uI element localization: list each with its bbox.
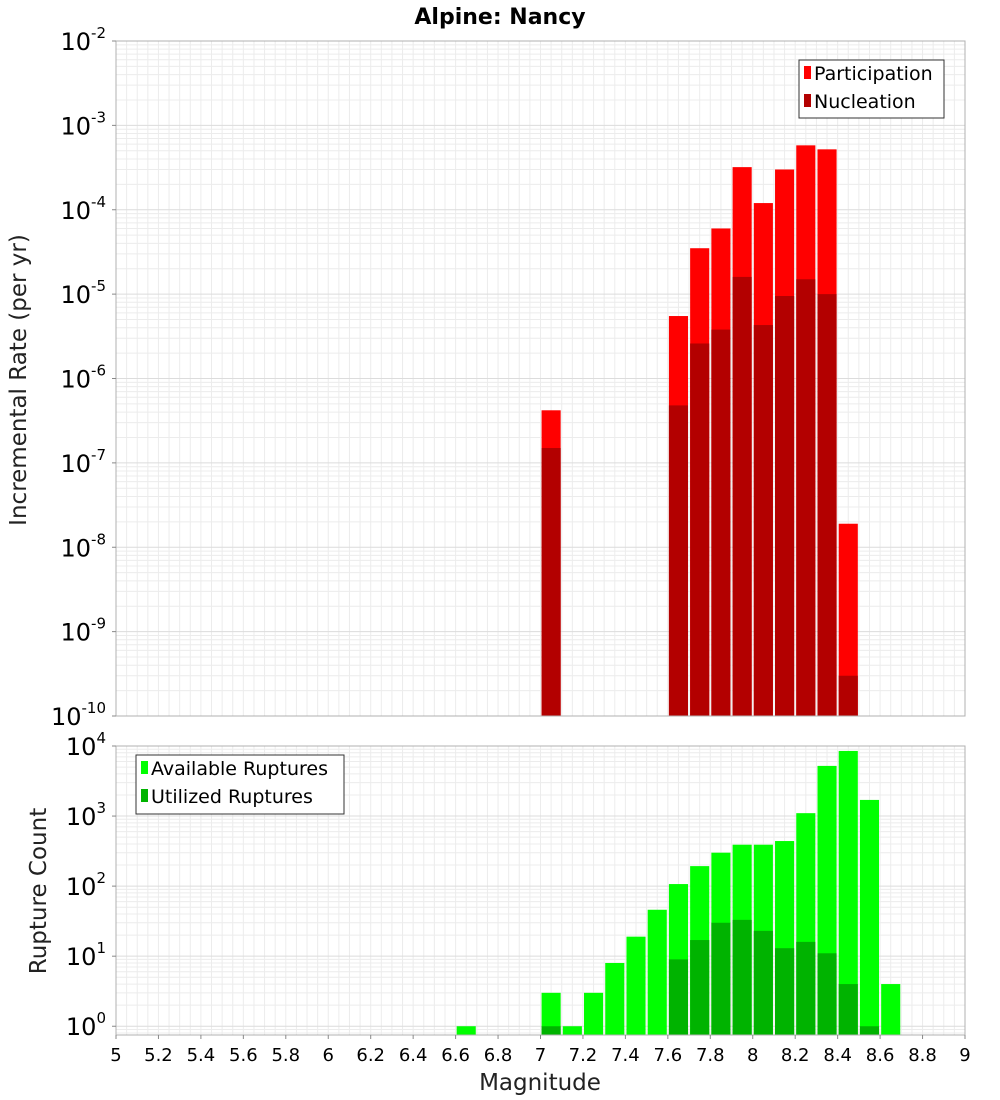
bar-utilized	[668, 959, 689, 1035]
legend-box	[798, 59, 945, 119]
bar-available	[541, 992, 561, 1035]
top-y-axis-label: Incremental Rate (per yr)	[6, 234, 32, 526]
x-tick-label: 7.2	[569, 1045, 598, 1066]
x-tick-label: 8.8	[908, 1045, 937, 1066]
x-tick-label: 8	[747, 1045, 758, 1066]
bar-utilized	[859, 1026, 880, 1035]
y-tick-label: 10-3	[60, 108, 106, 140]
x-tick-label: 6	[323, 1045, 334, 1066]
bar-available	[584, 992, 604, 1035]
bar-nucleation	[541, 448, 561, 716]
y-tick-label: 102	[66, 869, 106, 901]
legend: Participation Nucleation	[798, 59, 945, 119]
x-tick-label: 5.4	[187, 1045, 216, 1066]
legend-label: Available Ruptures	[151, 758, 328, 780]
bar-utilized	[541, 1026, 561, 1035]
bar-utilized	[775, 948, 795, 1035]
y-tick-label: 10-10	[51, 699, 106, 731]
y-tick-label: 10-2	[60, 24, 106, 56]
x-axis-label: Magnitude	[479, 1070, 601, 1096]
y-tick-label: 10-8	[60, 530, 106, 562]
legend-swatch	[804, 94, 811, 107]
y-tick-label: 103	[66, 799, 106, 831]
bar-nucleation	[775, 296, 795, 716]
legend: Available Ruptures Utilized Ruptures	[135, 754, 345, 815]
bar-utilized	[732, 919, 752, 1035]
chart-title: Alpine: Nancy	[414, 5, 585, 30]
x-tick-label: 6.8	[484, 1045, 513, 1066]
y-tick-label: 104	[66, 729, 106, 761]
x-tick-label: 6.4	[399, 1045, 428, 1066]
bar-participation	[838, 523, 858, 716]
x-tick-label: 7.4	[611, 1045, 640, 1066]
bottom-y-axis-label: Rupture Count	[26, 808, 52, 974]
y-tick-label: 100	[66, 1009, 106, 1041]
y-tick-label: 10-6	[60, 362, 106, 394]
bar-available	[456, 1026, 476, 1035]
bar-available	[881, 984, 901, 1035]
x-tick-label: 7	[535, 1045, 546, 1066]
bar-available	[605, 962, 625, 1035]
y-tick-label: 101	[66, 939, 106, 971]
x-tick-label: 5.6	[229, 1045, 258, 1066]
x-tick-label: 7.8	[696, 1045, 725, 1066]
bar-utilized	[838, 984, 858, 1035]
y-tick-label: 10-5	[60, 277, 106, 309]
bar-utilized	[690, 940, 710, 1035]
bar-nucleation	[817, 294, 837, 716]
bar-utilized	[796, 941, 816, 1035]
x-tick-label: 5	[110, 1045, 121, 1066]
bar-nucleation	[668, 405, 689, 716]
y-tick-label: 10-9	[60, 615, 106, 647]
bar-nucleation	[690, 343, 710, 716]
legend-label: Utilized Ruptures	[151, 786, 313, 808]
bar-nucleation	[838, 675, 858, 716]
bar-nucleation	[796, 279, 816, 716]
legend-box	[135, 754, 345, 815]
top-panel-rate: 10-10 10-9 10-8 10-7 10-6 10-5 10-4 10-3 10-2 Par…	[51, 24, 966, 731]
bar-available	[838, 750, 858, 1035]
x-tick-label: 8.2	[781, 1045, 810, 1066]
x-tick-label: 6.2	[356, 1045, 385, 1066]
x-tick-label: 7.6	[654, 1045, 683, 1066]
bottom-panel-count: 100 101 102 103 104 5 5.2 5.4 5.6 5.8 6 6.2 6.4 6.6 6.…	[66, 729, 971, 1066]
bar-available	[626, 936, 646, 1035]
bar-utilized	[817, 953, 837, 1035]
legend-label: Participation	[814, 63, 933, 85]
y-tick-label: 10-7	[60, 446, 106, 478]
y-tick-label: 10-4	[60, 193, 106, 225]
bar-nucleation	[753, 325, 773, 716]
x-tick-label: 6.6	[441, 1045, 470, 1066]
bar-available	[859, 799, 880, 1035]
x-tick-label: 9	[959, 1045, 970, 1066]
x-tick-label: 8.4	[823, 1045, 852, 1066]
x-tick-label: 5.8	[271, 1045, 300, 1066]
legend-swatch	[141, 761, 148, 774]
legend-swatch	[804, 66, 811, 79]
bar-available	[647, 909, 667, 1035]
x-tick-label: 8.6	[866, 1045, 895, 1066]
legend-swatch	[141, 789, 148, 802]
bar-utilized	[711, 922, 731, 1035]
legend-label: Nucleation	[814, 91, 916, 113]
bar-utilized	[753, 930, 773, 1035]
x-tick-label: 5.2	[144, 1045, 173, 1066]
bar-nucleation	[711, 329, 731, 716]
bar-available	[562, 1026, 582, 1035]
bar-nucleation	[732, 276, 752, 716]
